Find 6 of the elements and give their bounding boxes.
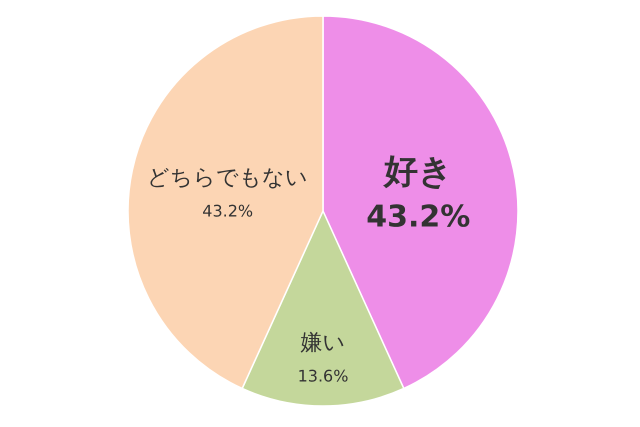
slice-label: どちらでもない — [147, 165, 308, 190]
data-label: 43.2% — [202, 201, 254, 220]
data-label: 43.2% — [366, 199, 470, 234]
slice-label: 嫌い — [300, 330, 346, 356]
slice-label: 好き — [382, 151, 453, 192]
data-label: 13.6% — [298, 366, 348, 386]
